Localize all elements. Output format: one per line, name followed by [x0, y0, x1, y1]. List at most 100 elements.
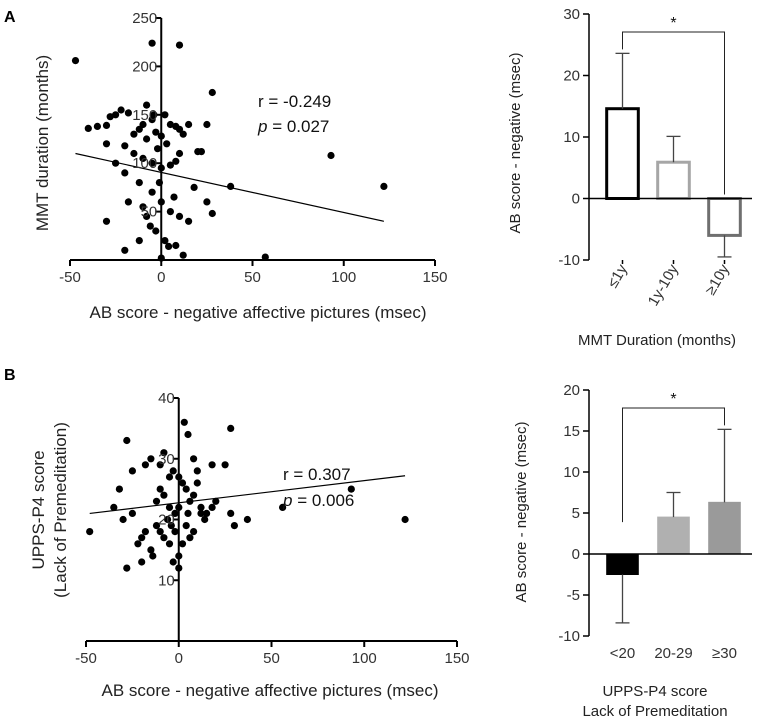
data-point-b	[123, 564, 131, 572]
data-point-a	[161, 111, 169, 119]
p-symbol-a: p	[257, 117, 267, 136]
data-point-b	[160, 449, 168, 457]
data-point-b	[197, 503, 205, 511]
y-tick-label-a: 20	[563, 68, 580, 85]
bar-a	[605, 107, 640, 200]
y-tick-label-b: 40	[158, 390, 175, 407]
x-axis-title-bar-b-line2: Lack of Premeditation	[582, 703, 727, 720]
y-tick-label-a: 50	[141, 204, 158, 221]
data-point-a	[84, 124, 92, 132]
data-point-a	[102, 217, 111, 225]
y-tick-label-a: 10	[563, 129, 580, 146]
scatter-chart-b: -50 0 50 100 150 10 20 30 40 r = 0.307 p = 0.006…	[29, 390, 470, 700]
data-point-b	[208, 503, 216, 511]
data-point-b	[197, 509, 205, 517]
data-point-a	[165, 242, 173, 250]
y-tick-label-b: 20	[563, 382, 580, 399]
x-tick-label-b: 0	[175, 650, 183, 667]
data-point-a	[175, 125, 184, 133]
y-tick-label-b: 10	[158, 572, 175, 589]
y-tick-label-a: 200	[132, 58, 157, 75]
x-tick-label-a: 50	[244, 269, 261, 286]
y-tick-label-b: 15	[563, 423, 580, 440]
data-point-a	[208, 88, 216, 97]
data-point-b	[156, 461, 164, 469]
data-point-b	[208, 461, 216, 469]
data-point-a	[208, 209, 216, 218]
bar-b	[657, 516, 690, 555]
data-point-a	[117, 106, 125, 114]
y-tick-label-a: 0	[572, 191, 580, 208]
data-point-b	[227, 424, 235, 432]
data-point-a	[102, 121, 111, 129]
category-label-b: 20-29	[654, 645, 692, 662]
significance-star-a: *	[670, 15, 676, 32]
data-point-a	[175, 149, 184, 158]
data-point-a	[166, 120, 174, 129]
data-point-b	[165, 473, 174, 481]
data-point-a	[139, 154, 147, 162]
data-point-b	[182, 522, 190, 530]
data-point-a	[135, 179, 143, 187]
data-point-b	[147, 546, 155, 554]
data-point-a	[121, 169, 129, 177]
data-point-a	[152, 227, 160, 235]
y-tick-label-b: 0	[572, 546, 580, 563]
y-axis-title-a: MMT duration (months)	[33, 55, 52, 231]
data-point-b	[171, 509, 179, 517]
data-point-b	[203, 509, 211, 517]
y-tick-label-b: -10	[558, 628, 580, 645]
data-point-b	[230, 522, 238, 530]
data-point-b	[184, 430, 192, 439]
data-point-b	[86, 528, 94, 536]
data-point-b	[186, 534, 194, 542]
y-tick-label-a: 100	[132, 155, 157, 172]
data-point-a	[166, 161, 174, 169]
data-point-a	[135, 237, 143, 245]
y-tick-label-b: -5	[567, 587, 580, 604]
data-point-a	[179, 251, 187, 259]
data-point-a	[143, 101, 151, 109]
data-point-b	[201, 515, 209, 524]
data-point-b	[184, 509, 192, 517]
data-point-a	[179, 130, 187, 138]
data-point-b	[243, 515, 251, 524]
data-point-b	[160, 534, 168, 542]
x-tick-label-a: 150	[422, 269, 447, 286]
x-tick-label-b: 150	[444, 650, 469, 667]
r-value-b: r = 0.307	[283, 465, 351, 484]
bar-chart-b: -10 -5 0 5 10 15 20 <20 20-29 ≥30 * AB score - ne…	[513, 382, 752, 720]
data-point-a	[163, 140, 171, 148]
data-point-b	[190, 528, 198, 536]
bar-chart-a: -10 0 10 20 30 ≤1y 1y-10y ≥10y * AB score - neg…	[507, 6, 752, 349]
data-point-b	[160, 491, 168, 499]
data-point-a	[71, 57, 80, 65]
data-point-b	[193, 467, 201, 475]
data-point-b	[178, 540, 187, 548]
y-tick-label-b: 20	[158, 512, 175, 529]
data-point-b	[119, 515, 127, 524]
data-point-a	[106, 113, 114, 121]
data-point-a	[154, 145, 162, 153]
data-point-b	[212, 497, 220, 505]
data-point-b	[147, 455, 155, 463]
data-point-b	[156, 485, 164, 493]
x-tick-label-b: 50	[263, 650, 280, 667]
y-axis-title-b-line1: UPPS-P4 score	[29, 450, 48, 569]
data-point-b	[128, 509, 136, 517]
data-point-a	[143, 212, 151, 220]
data-point-a	[124, 198, 132, 206]
category-label-a: 1y-10y	[645, 261, 682, 309]
data-point-a	[150, 111, 158, 119]
significance-bracket-a	[622, 31, 725, 195]
data-point-b	[123, 436, 131, 445]
data-point-a	[261, 253, 269, 261]
regression-line-b	[89, 475, 406, 515]
data-point-a	[166, 208, 174, 216]
data-point-b	[152, 497, 161, 505]
data-point-b	[128, 467, 136, 475]
data-point-a	[130, 149, 138, 158]
significance-bracket-b	[622, 407, 725, 523]
data-point-a	[227, 182, 235, 190]
